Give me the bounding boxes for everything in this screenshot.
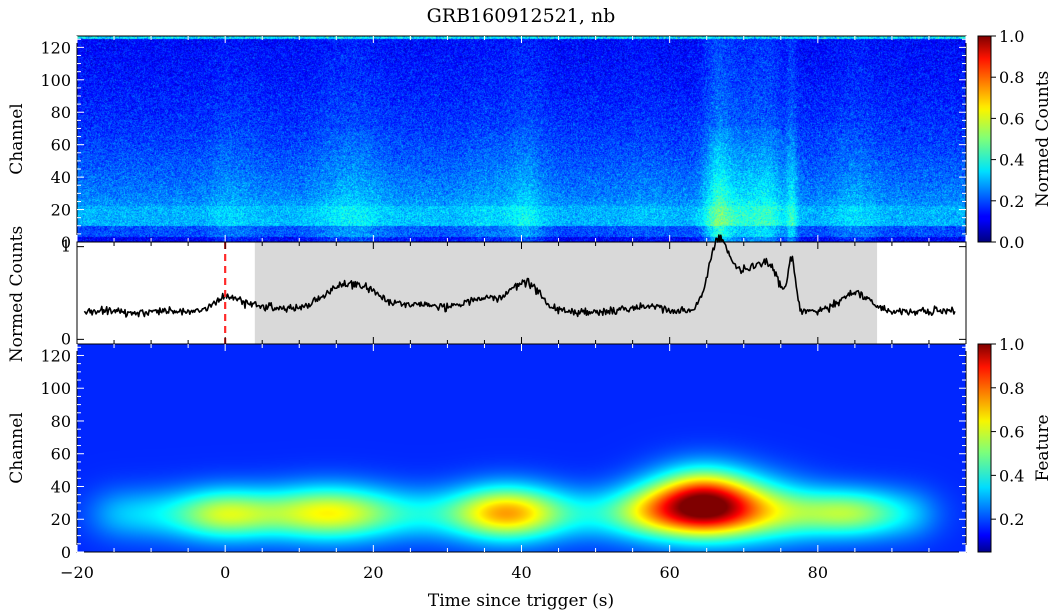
light-curve-y-tick-label: 0 bbox=[61, 329, 71, 348]
colorbar-tick-label: 1.0 bbox=[999, 335, 1024, 354]
y-tick-label: 60 bbox=[51, 445, 71, 464]
y-tick-label: 100 bbox=[40, 71, 71, 90]
feature-colorbar bbox=[977, 343, 992, 553]
y-tick-label: 80 bbox=[51, 412, 71, 431]
spectrogram-colorbar bbox=[977, 35, 992, 243]
spectrogram-ylabel: Channel bbox=[7, 103, 27, 175]
y-tick-label: 100 bbox=[40, 379, 71, 398]
spectrogram-colorbar-label: Normed Counts bbox=[1033, 71, 1053, 207]
feature-colorbar-label: Feature bbox=[1033, 414, 1053, 481]
y-tick-label: 40 bbox=[51, 477, 71, 496]
colorbar-tick-label: 0.6 bbox=[999, 109, 1024, 128]
y-tick-label: 0 bbox=[61, 543, 71, 562]
y-tick-label: 120 bbox=[40, 346, 71, 365]
colorbar-tick-label: 0.6 bbox=[999, 423, 1024, 442]
spectrogram-y-ticks: 0 20 40 60 80 100 120 bbox=[40, 36, 967, 252]
colorbar-tick-label: 0.0 bbox=[999, 233, 1024, 252]
feature-x-ticks: −20 0 20 40 60 80 bbox=[60, 563, 828, 582]
y-tick-label: 120 bbox=[40, 38, 71, 57]
x-tick-label: 80 bbox=[808, 563, 828, 582]
y-tick-label: 0 bbox=[61, 233, 71, 252]
feature-colorbar-ticks: 0.2 0.4 0.6 0.8 1.0 bbox=[991, 335, 1024, 529]
feature-y-ticks: 0 20 40 60 80 100 120 bbox=[40, 344, 967, 562]
spectrogram-colorbar-ticks: 0.0 0.2 0.4 0.6 0.8 1.0 bbox=[991, 27, 1024, 252]
y-tick-label: 60 bbox=[51, 136, 71, 155]
y-tick-label: 20 bbox=[51, 201, 71, 220]
colorbar-tick-label: 0.2 bbox=[999, 192, 1024, 211]
light-curve-y-tick-label: 1 bbox=[61, 237, 71, 256]
y-tick-label: 20 bbox=[51, 510, 71, 529]
light-curve-panel: 01 Normed Counts bbox=[7, 226, 967, 362]
colorbar-tick-label: 0.4 bbox=[999, 151, 1024, 170]
light-curve-ylabel: Normed Counts bbox=[7, 226, 27, 362]
colorbar-tick-label: 0.8 bbox=[999, 68, 1024, 87]
x-tick-label: 40 bbox=[511, 563, 531, 582]
y-tick-label: 40 bbox=[51, 168, 71, 187]
x-tick-label: 0 bbox=[220, 563, 230, 582]
colorbar-tick-label: 0.8 bbox=[999, 379, 1024, 398]
spectrogram-panel: 0 20 40 60 80 100 120 Channel 0.0 0.2 0.4 0.6 0.8 1… bbox=[7, 27, 1053, 252]
x-tick-label: 60 bbox=[659, 563, 679, 582]
feature-ylabel: Channel bbox=[7, 412, 27, 484]
x-tick-label: 20 bbox=[363, 563, 383, 582]
colorbar-tick-label: 1.0 bbox=[999, 27, 1024, 46]
burst-interval-shade bbox=[254, 242, 878, 344]
colorbar-tick-label: 0.4 bbox=[999, 466, 1024, 485]
x-tick-label: −20 bbox=[60, 563, 94, 582]
light-curve-ticks: 01 bbox=[61, 237, 967, 348]
colorbar-tick-label: 0.2 bbox=[999, 510, 1024, 529]
x-axis-label: Time since trigger (s) bbox=[428, 591, 614, 611]
feature-image bbox=[77, 344, 966, 552]
y-tick-label: 80 bbox=[51, 103, 71, 122]
spectrogram-image bbox=[77, 36, 966, 242]
figure-title: GRB160912521, nb bbox=[427, 5, 616, 27]
light-curve-line bbox=[83, 234, 956, 318]
